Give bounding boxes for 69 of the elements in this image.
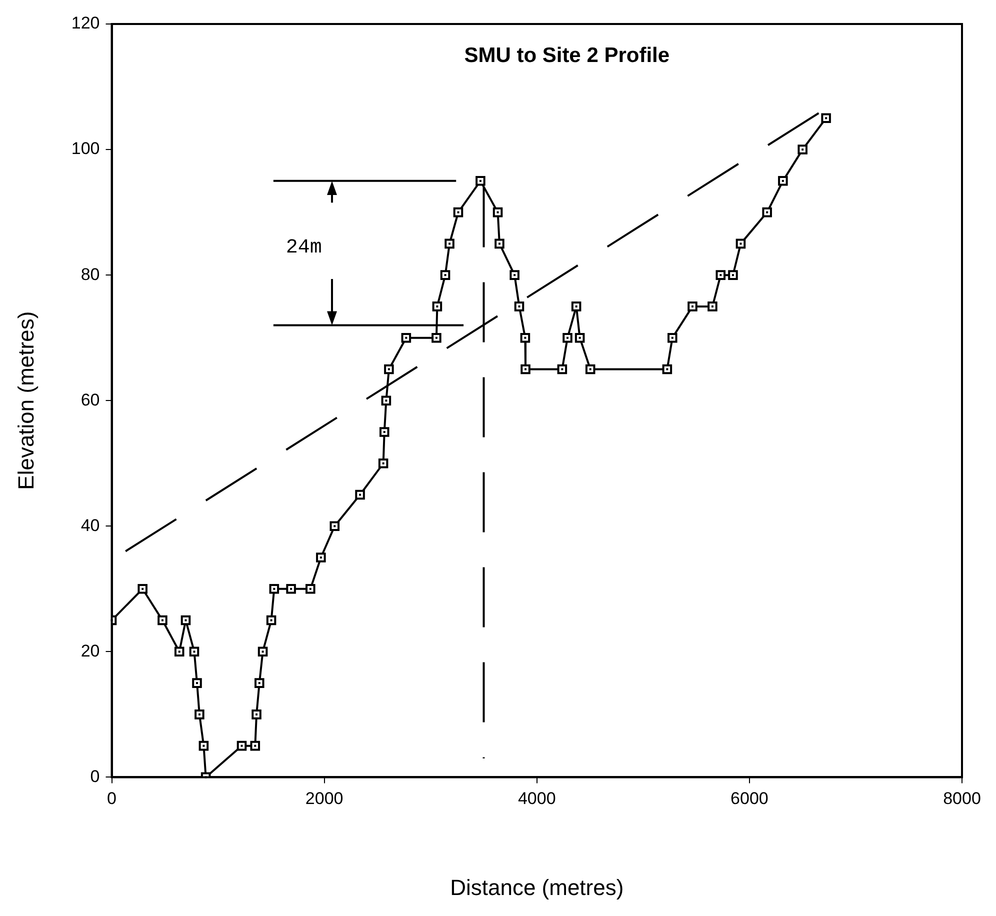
x-tick-label: 6000: [730, 789, 768, 808]
point: [192, 678, 202, 688]
point: [286, 584, 296, 594]
point: [330, 521, 340, 532]
point: [728, 270, 738, 280]
point: [510, 270, 520, 280]
point: [180, 615, 191, 626]
point: [778, 176, 788, 186]
point: [662, 364, 672, 374]
point: [492, 207, 503, 218]
point: [476, 176, 486, 186]
point: [520, 332, 530, 343]
point: [236, 740, 247, 751]
point: [194, 710, 204, 720]
point: [355, 490, 365, 500]
point: [668, 332, 678, 343]
point: [269, 584, 280, 594]
x-tick-label: 2000: [305, 789, 344, 808]
point: [453, 207, 464, 218]
x-axis-title: Distance (metres): [450, 874, 624, 900]
text: SMU to Site 2 Profile: [464, 44, 670, 67]
point: [381, 396, 392, 406]
point: [798, 144, 808, 154]
point: [440, 270, 450, 280]
point: [266, 615, 276, 626]
point: [736, 238, 746, 249]
point: [316, 552, 326, 562]
y-tick-label: 0: [90, 766, 100, 786]
point: [688, 302, 698, 312]
point: [585, 364, 596, 374]
point: [158, 615, 168, 626]
x-tick-label: 8000: [943, 789, 981, 808]
point: [138, 584, 148, 594]
point: [250, 740, 260, 751]
y-tick-label: 120: [71, 14, 100, 33]
point: [494, 238, 504, 249]
y-tick-label: 20: [80, 641, 100, 660]
point: [174, 646, 184, 657]
point: [198, 740, 209, 751]
y-axis-title: Elevation (metres): [13, 311, 38, 490]
x-tick-label: 0: [107, 789, 116, 808]
point: [401, 332, 412, 343]
point: [821, 113, 831, 124]
point: [574, 332, 585, 343]
point: [189, 646, 200, 657]
point: [571, 302, 582, 312]
y-tick-label: 80: [80, 264, 100, 284]
point: [258, 646, 268, 657]
point: [716, 270, 726, 280]
point: [384, 364, 394, 374]
point: [432, 302, 442, 312]
y-tick-label: 40: [80, 516, 100, 535]
point: [252, 710, 262, 720]
y-tick-label: 100: [71, 139, 100, 158]
point: [306, 584, 316, 594]
point: [444, 238, 454, 249]
annotation: 24m: [286, 236, 322, 260]
point: [378, 458, 388, 468]
point: [520, 364, 530, 374]
point: [562, 332, 572, 343]
point: [432, 332, 442, 343]
point: [379, 427, 390, 437]
point: [708, 302, 718, 312]
point: [514, 302, 524, 312]
x-tick-label: 4000: [518, 789, 556, 808]
point: [762, 207, 772, 218]
point: [254, 678, 264, 688]
point: [557, 364, 568, 374]
y-tick-label: 60: [80, 390, 100, 410]
